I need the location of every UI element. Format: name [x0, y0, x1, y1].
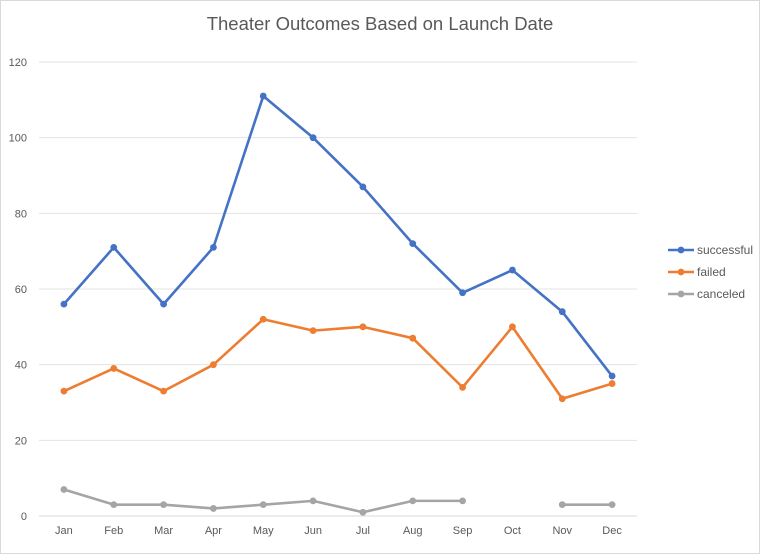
data-point-successful: [160, 300, 167, 308]
x-tick-label: Mar: [154, 525, 173, 537]
data-point-canceled: [210, 505, 217, 512]
data-point-successful: [509, 266, 516, 274]
data-point-failed: [160, 387, 167, 395]
y-tick-label: 120: [9, 57, 27, 69]
series-line-canceled: [62, 488, 614, 514]
legend-item-successful: successful: [668, 243, 753, 257]
data-point-failed: [558, 395, 566, 403]
y-tick-label: 80: [15, 208, 27, 220]
x-tick-label: Nov: [552, 525, 572, 537]
y-tick-label: 100: [9, 133, 27, 145]
data-point-failed: [359, 323, 367, 331]
legend-marker: [677, 246, 685, 254]
data-point-canceled: [359, 508, 367, 516]
data-point-failed: [259, 315, 267, 323]
x-tick-label: Aug: [403, 525, 423, 537]
data-point-successful: [359, 183, 367, 191]
data-point-failed: [309, 327, 317, 335]
data-point-failed: [459, 383, 466, 391]
series-group: [60, 92, 616, 516]
legend-label: failed: [697, 265, 726, 279]
legend-marker: [677, 290, 685, 298]
data-point-failed: [409, 334, 417, 342]
series-successful: [60, 92, 616, 380]
x-tick-label: Jul: [356, 525, 370, 537]
x-tick-label: Sep: [453, 525, 473, 537]
data-point-canceled: [309, 497, 317, 505]
x-tick-label: Oct: [504, 525, 521, 537]
data-point-canceled: [160, 501, 167, 509]
data-point-successful: [558, 308, 566, 316]
data-point-canceled: [259, 501, 267, 509]
gridlines: [39, 61, 637, 517]
data-point-successful: [259, 92, 267, 100]
legend-label: canceled: [697, 287, 745, 301]
series-failed: [60, 315, 616, 403]
y-axis-ticks: 0 20 40 60 80 100 120: [9, 57, 27, 523]
data-point-successful: [309, 134, 317, 142]
data-point-canceled: [60, 486, 68, 493]
x-tick-label: Feb: [104, 525, 123, 537]
y-tick-label: 60: [15, 284, 27, 296]
data-point-canceled: [409, 497, 417, 505]
data-point-canceled: [558, 501, 566, 509]
x-tick-label: Apr: [205, 525, 222, 537]
x-axis-ticks: Jan Feb Mar Apr May Jun Jul Aug Sep Oct Nov Dec: [55, 525, 622, 537]
data-point-successful: [608, 372, 616, 380]
data-point-failed: [210, 361, 217, 369]
chart-title: Theater Outcomes Based on Launch Date: [206, 13, 554, 34]
y-tick-label: 20: [15, 435, 27, 447]
series-canceled: [60, 486, 616, 516]
x-tick-label: Dec: [602, 525, 622, 537]
data-point-canceled: [110, 501, 118, 509]
series-line-successful: [62, 94, 614, 378]
legend-marker: [677, 268, 685, 276]
data-point-successful: [459, 289, 466, 297]
data-point-successful: [210, 243, 217, 251]
data-point-canceled: [459, 497, 466, 505]
y-tick-label: 40: [15, 360, 27, 372]
legend-item-canceled: canceled: [668, 287, 745, 301]
data-point-failed: [509, 323, 516, 331]
x-tick-label: May: [253, 525, 274, 537]
x-tick-label: Jun: [304, 525, 322, 537]
y-tick-label: 0: [21, 511, 27, 523]
legend-label: successful: [697, 243, 753, 257]
data-point-failed: [608, 380, 616, 387]
data-point-successful: [110, 243, 118, 251]
legend-item-failed: failed: [668, 265, 726, 279]
x-tick-label: Jan: [55, 525, 73, 537]
data-point-successful: [60, 300, 68, 308]
legend: successful failed canceled: [668, 243, 753, 301]
data-point-canceled: [608, 501, 616, 509]
data-point-failed: [60, 387, 68, 395]
data-point-failed: [110, 365, 118, 372]
data-point-successful: [409, 240, 417, 248]
series-line-failed: [62, 317, 614, 401]
